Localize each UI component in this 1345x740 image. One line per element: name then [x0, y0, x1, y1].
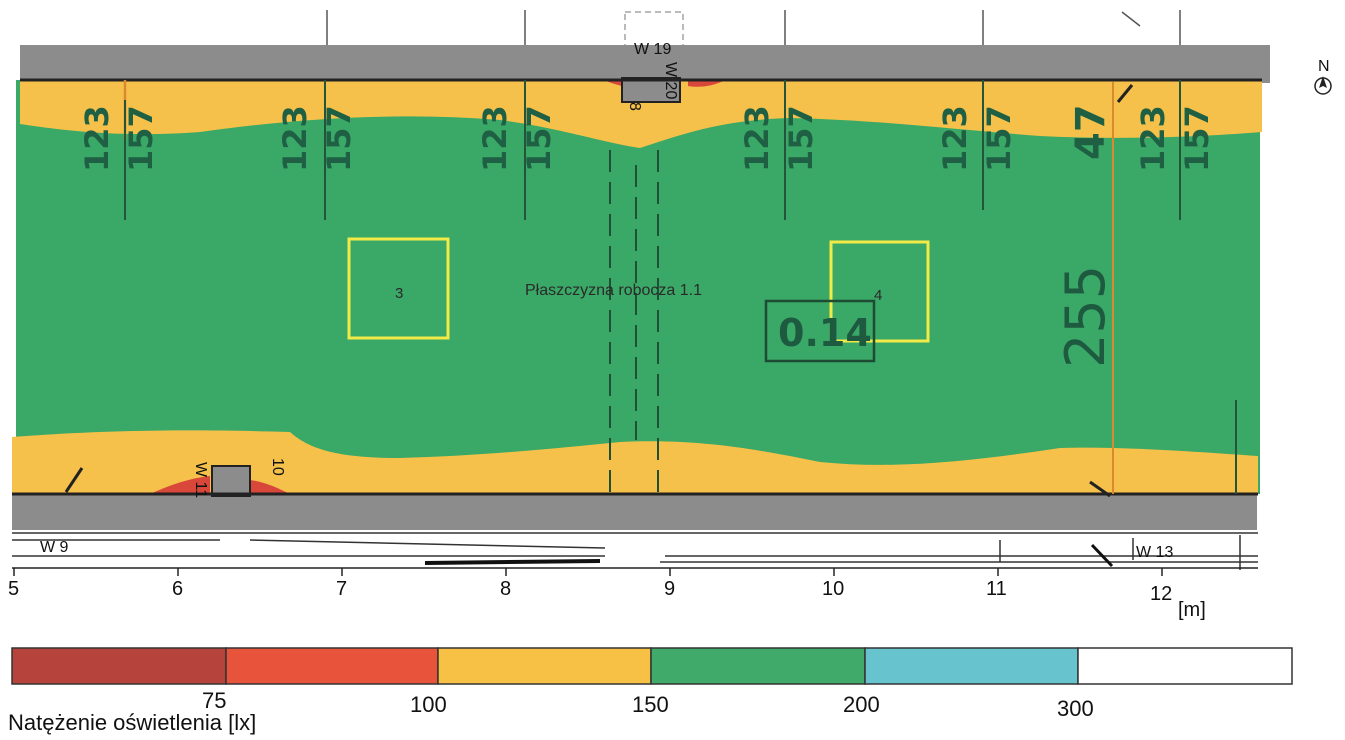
top-wall: [20, 45, 1270, 83]
contour-label: 157: [320, 105, 358, 172]
x-axis-unit: [m]: [1178, 599, 1206, 621]
contour-label: 157: [1178, 105, 1216, 172]
x-tick-label: 8: [500, 578, 511, 600]
contour-label: 157: [782, 105, 820, 172]
illuminance-zone-red-bottom-right: [250, 480, 290, 494]
illuminance-zone-red-bottom: [150, 476, 210, 494]
contour-label: 123: [78, 105, 116, 172]
window-niche-bottom: [211, 465, 251, 497]
window-label-w11: W 11: [192, 462, 209, 498]
legend-title: Natężenie oświetlenia [lx]: [8, 710, 256, 735]
work-plane-label: Płaszczyzna robocza 1.1: [525, 282, 702, 299]
legend-value: 300: [1057, 696, 1094, 721]
legend-swatch: [650, 647, 866, 685]
illuminance-zone-bottom-orange: [12, 430, 1258, 494]
svg-text:N: N: [1318, 58, 1330, 75]
contour-label: 123: [738, 105, 776, 172]
x-tick-label: 7: [336, 578, 347, 600]
x-tick-label: 6: [172, 578, 183, 600]
window-label-w13: W 13: [1136, 544, 1173, 561]
max-illuminance-label: 255: [1054, 265, 1117, 368]
luminaire-3: [347, 237, 450, 340]
contour-label: 123: [1134, 105, 1172, 172]
uniformity-value: 0.14: [778, 311, 872, 355]
contour-label: 123: [276, 105, 314, 172]
legend-colorbar: [11, 647, 1293, 685]
luminaire-3-label: 3: [395, 285, 403, 302]
contour-label: 123: [476, 105, 514, 172]
luminaire-4: [829, 240, 930, 343]
illuminance-zone-green: [16, 80, 1260, 494]
legend-value: 150: [632, 692, 669, 717]
window-label-w9: W 9: [40, 539, 69, 556]
legend-swatch: [1077, 647, 1293, 685]
window-label-w19: W 19: [634, 41, 671, 58]
bottom-wall: [12, 494, 1257, 530]
x-tick-label: 9: [664, 578, 675, 600]
window-label-10: 10: [269, 458, 286, 476]
legend-swatch: [437, 647, 652, 685]
contour-label: 123: [936, 105, 974, 172]
contour-label: 157: [122, 105, 160, 172]
window-label-w20: W 20: [662, 62, 679, 99]
contour-label: 47: [1068, 104, 1114, 160]
x-tick-label: 11: [986, 578, 1007, 600]
luminaire-4-label: 4: [874, 287, 882, 304]
illuminance-zone-top-orange: [20, 80, 1262, 148]
legend-value: 200: [843, 692, 880, 717]
contour-label: 157: [520, 105, 558, 172]
contour-label: 157: [980, 105, 1018, 172]
x-tick-label: 10: [822, 578, 844, 600]
uniformity-box: [764, 299, 876, 363]
legend-swatch: [11, 647, 227, 685]
legend-value: 100: [410, 692, 447, 717]
legend-swatch: [225, 647, 439, 685]
x-tick-label: 12: [1150, 583, 1172, 605]
compass-icon: N: [1314, 58, 1332, 95]
window-label-8: 8: [626, 102, 643, 111]
legend-swatch: [864, 647, 1079, 685]
legend-value: 75: [202, 688, 226, 713]
illuminance-zone-red-top-right: [688, 80, 725, 87]
window-niche-top: [621, 77, 681, 103]
x-tick-label: 5: [8, 578, 19, 600]
